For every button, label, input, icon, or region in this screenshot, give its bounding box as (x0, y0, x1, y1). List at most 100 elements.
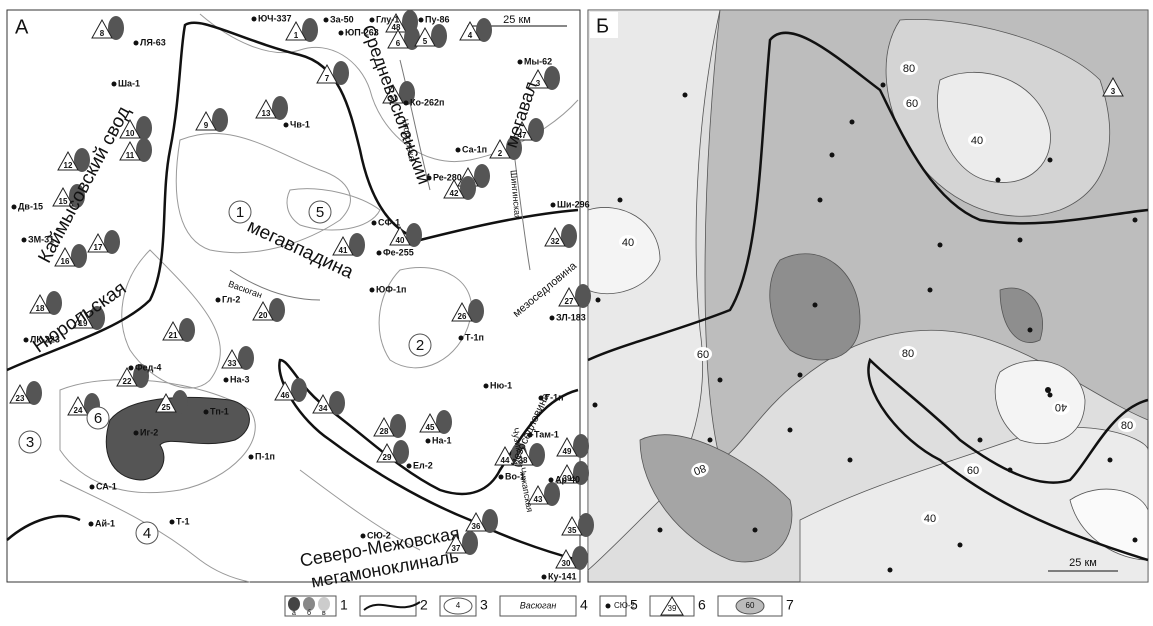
field-number: 17 (94, 243, 103, 252)
well (24, 338, 29, 343)
field-number: 21 (169, 331, 178, 340)
well-label: Т-1п (465, 332, 484, 342)
well (881, 83, 886, 88)
field-number: 3 (1111, 87, 1116, 96)
field-number: 25 (162, 403, 171, 412)
legend-sample: Васюган (520, 600, 557, 610)
well-label: Ку-141 (548, 571, 577, 581)
field-number: 29 (383, 453, 392, 462)
panel-letter: Б (596, 15, 609, 37)
field-number: 26 (458, 312, 467, 321)
well (593, 403, 598, 408)
well-label: Тп-1 (210, 406, 229, 416)
panel-letter: А (15, 16, 29, 38)
well (1108, 458, 1113, 463)
well (551, 203, 556, 208)
legend-sample: 4 (456, 601, 461, 610)
well-label: Ре-280 (433, 172, 462, 182)
well (753, 528, 758, 533)
contour-label: 60 (906, 98, 918, 110)
region-number: 2 (416, 337, 424, 354)
well (407, 464, 412, 469)
field-number: 30 (562, 559, 571, 568)
field-number: 48 (392, 23, 401, 32)
field-number: 24 (74, 406, 83, 415)
well-label: Ел-2 (413, 460, 433, 470)
well (134, 431, 139, 436)
field-number: 1 (294, 31, 299, 40)
well (928, 288, 933, 293)
contour-label: 60 (967, 465, 979, 477)
field-number: 22 (123, 377, 132, 386)
legend-sub: в (322, 610, 326, 617)
contour-label: 80 (1121, 420, 1133, 432)
legend-sample: 39 (668, 604, 677, 613)
well-label: Пу-86 (425, 14, 449, 24)
well (1045, 387, 1051, 393)
field-number: 43 (534, 495, 543, 504)
well (958, 543, 963, 548)
well (788, 428, 793, 433)
region-number: 1 (236, 204, 244, 221)
well (1048, 393, 1053, 398)
well (542, 575, 547, 580)
field-number: 32 (551, 237, 560, 246)
well-label: Ар-40 (555, 474, 580, 484)
well (361, 534, 366, 539)
field-number: 40 (396, 236, 405, 245)
well (798, 373, 803, 378)
well (372, 221, 377, 226)
field-number: 45 (426, 423, 435, 432)
well (224, 378, 229, 383)
well (818, 198, 823, 203)
well (618, 198, 623, 203)
well (129, 366, 134, 371)
well (848, 458, 853, 463)
well (377, 251, 382, 256)
field-number: 2 (498, 149, 503, 158)
map-figure: А 25 км Б 25 км 814865473311391011121547… (0, 0, 1153, 626)
well-label: СА-1 (96, 481, 117, 491)
field-number: 11 (126, 151, 135, 160)
well (718, 378, 723, 383)
legend-sub: а (292, 610, 296, 617)
well (284, 123, 289, 128)
well-label: ЮЧ-337 (258, 13, 292, 23)
legend-number: 4 (580, 597, 588, 613)
field-number: 18 (36, 304, 45, 313)
well (888, 568, 893, 573)
well (1028, 328, 1033, 333)
panel-b-zones (588, 10, 1148, 582)
field-number: 7 (325, 74, 330, 83)
field-number: 41 (339, 246, 348, 255)
well (204, 410, 209, 415)
well-label: За-50 (330, 14, 354, 24)
well (550, 316, 555, 321)
well (850, 120, 855, 125)
well (252, 17, 257, 22)
well (339, 31, 344, 36)
well (499, 475, 504, 480)
field-number: 4 (468, 31, 473, 40)
well (249, 455, 254, 460)
contour-label: 40 (924, 513, 936, 525)
field-number: 12 (64, 161, 73, 170)
well-label: Мы-62 (524, 56, 552, 66)
well-label: Глу-1 (376, 14, 399, 24)
field-number: 46 (281, 391, 290, 400)
well (549, 478, 554, 483)
well (708, 438, 713, 443)
field-number: 10 (126, 129, 135, 138)
scale-label: 25 км (503, 14, 531, 26)
well-label: Са-1п (462, 144, 487, 154)
well (1133, 538, 1138, 543)
well (596, 298, 601, 303)
well-label: СФ-1 (378, 217, 400, 227)
contour-label: 40 (622, 237, 634, 249)
well (134, 41, 139, 46)
region-number: 3 (26, 434, 34, 451)
contour-label: 40 (971, 135, 983, 147)
well-label: Фед-4 (135, 362, 161, 372)
legend-sample: 60 (746, 601, 755, 610)
region-number: 5 (316, 204, 324, 221)
